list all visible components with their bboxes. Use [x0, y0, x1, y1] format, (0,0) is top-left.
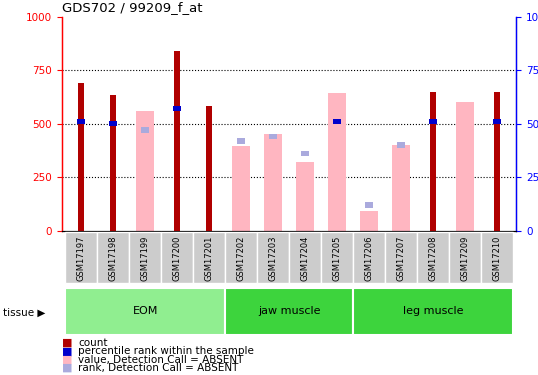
- FancyBboxPatch shape: [225, 288, 353, 335]
- Bar: [296, 162, 314, 231]
- Bar: [494, 92, 500, 231]
- Bar: [174, 51, 180, 231]
- Bar: [77, 119, 85, 124]
- FancyBboxPatch shape: [65, 232, 97, 283]
- Text: GSM17207: GSM17207: [397, 236, 406, 281]
- Bar: [365, 202, 373, 208]
- Text: ■: ■: [62, 355, 73, 364]
- Text: percentile rank within the sample: percentile rank within the sample: [78, 346, 254, 356]
- Text: GSM17209: GSM17209: [461, 236, 470, 281]
- FancyBboxPatch shape: [385, 232, 417, 283]
- FancyBboxPatch shape: [129, 232, 161, 283]
- Bar: [237, 138, 245, 144]
- FancyBboxPatch shape: [482, 232, 513, 283]
- FancyBboxPatch shape: [353, 288, 513, 335]
- FancyBboxPatch shape: [289, 232, 321, 283]
- Text: GSM17200: GSM17200: [173, 236, 182, 281]
- Bar: [206, 106, 212, 231]
- Bar: [232, 146, 250, 231]
- Bar: [397, 142, 405, 148]
- Text: GDS702 / 99209_f_at: GDS702 / 99209_f_at: [62, 2, 202, 14]
- FancyBboxPatch shape: [417, 232, 449, 283]
- FancyBboxPatch shape: [161, 232, 193, 283]
- Text: GSM17199: GSM17199: [140, 236, 150, 281]
- Text: tissue ▶: tissue ▶: [3, 308, 45, 318]
- Bar: [301, 151, 309, 156]
- FancyBboxPatch shape: [225, 232, 257, 283]
- FancyBboxPatch shape: [257, 232, 289, 283]
- Bar: [269, 134, 277, 139]
- Bar: [430, 92, 436, 231]
- Text: GSM17210: GSM17210: [493, 236, 502, 281]
- Bar: [109, 121, 117, 126]
- Text: EOM: EOM: [132, 306, 158, 316]
- FancyBboxPatch shape: [321, 232, 353, 283]
- Bar: [456, 102, 474, 231]
- Bar: [173, 106, 181, 111]
- Text: GSM17198: GSM17198: [109, 236, 118, 281]
- Bar: [333, 119, 341, 124]
- Bar: [141, 128, 149, 133]
- Text: count: count: [78, 338, 108, 348]
- Bar: [392, 145, 410, 231]
- FancyBboxPatch shape: [193, 232, 225, 283]
- FancyBboxPatch shape: [97, 232, 129, 283]
- Text: GSM17205: GSM17205: [332, 236, 342, 281]
- Bar: [493, 119, 501, 124]
- Bar: [136, 111, 154, 231]
- Bar: [264, 135, 282, 231]
- Bar: [78, 83, 84, 231]
- FancyBboxPatch shape: [353, 232, 385, 283]
- Text: GSM17203: GSM17203: [268, 236, 278, 281]
- Bar: [328, 93, 346, 231]
- Text: value, Detection Call = ABSENT: value, Detection Call = ABSENT: [78, 355, 243, 364]
- Bar: [360, 211, 378, 231]
- Text: ■: ■: [62, 338, 73, 348]
- Text: GSM17197: GSM17197: [76, 236, 86, 281]
- Bar: [429, 119, 437, 124]
- Text: rank, Detection Call = ABSENT: rank, Detection Call = ABSENT: [78, 363, 238, 373]
- Text: ■: ■: [62, 363, 73, 373]
- Text: GSM17204: GSM17204: [301, 236, 310, 281]
- Bar: [110, 95, 116, 231]
- Text: GSM17208: GSM17208: [429, 236, 438, 281]
- Text: jaw muscle: jaw muscle: [258, 306, 321, 316]
- Text: GSM17206: GSM17206: [365, 236, 374, 281]
- Text: GSM17201: GSM17201: [204, 236, 214, 281]
- Text: GSM17202: GSM17202: [237, 236, 246, 281]
- Text: ■: ■: [62, 346, 73, 356]
- FancyBboxPatch shape: [65, 288, 225, 335]
- FancyBboxPatch shape: [449, 232, 481, 283]
- Text: leg muscle: leg muscle: [403, 306, 464, 316]
